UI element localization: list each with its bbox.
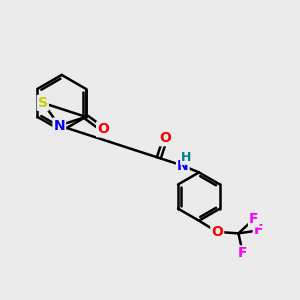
Text: S: S	[38, 96, 48, 110]
Text: N: N	[177, 159, 189, 172]
Text: O: O	[97, 122, 109, 136]
Text: F: F	[254, 224, 263, 237]
Text: F: F	[249, 212, 259, 226]
Text: N: N	[53, 118, 65, 133]
Text: F: F	[238, 246, 248, 260]
Text: O: O	[211, 225, 223, 239]
Text: O: O	[159, 131, 171, 145]
Text: H: H	[181, 151, 191, 164]
